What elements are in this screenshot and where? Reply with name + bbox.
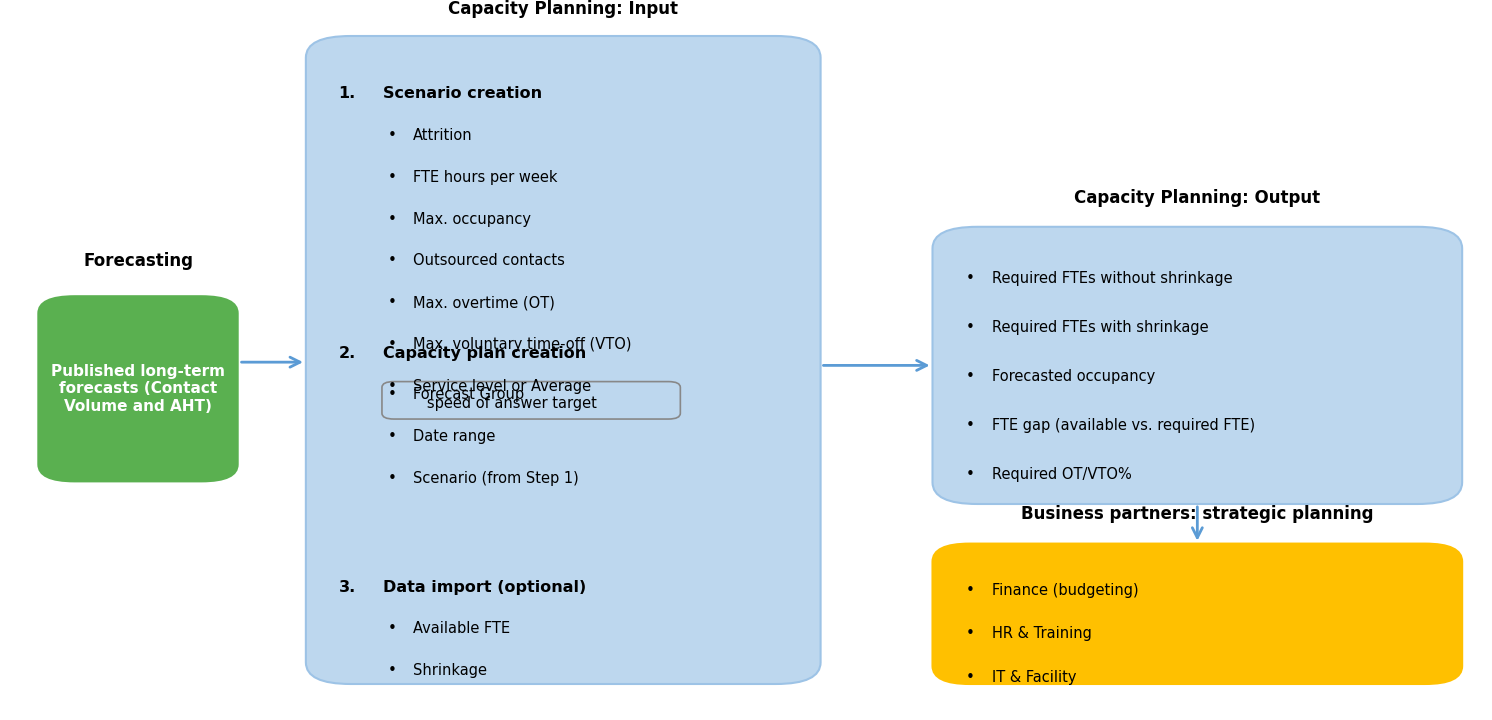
Text: •: •	[965, 583, 974, 598]
Text: •: •	[388, 128, 397, 143]
Text: Shrinkage: Shrinkage	[413, 663, 488, 678]
Text: Data import (optional): Data import (optional)	[383, 580, 586, 595]
Text: •: •	[388, 253, 397, 269]
Text: Finance (budgeting): Finance (budgeting)	[992, 583, 1138, 598]
Text: IT & Facility: IT & Facility	[992, 670, 1077, 685]
Text: Published long-term
forecasts (Contact
Volume and AHT): Published long-term forecasts (Contact V…	[51, 364, 225, 414]
Text: •: •	[388, 621, 397, 636]
Text: HR & Training: HR & Training	[992, 626, 1092, 642]
FancyBboxPatch shape	[37, 295, 239, 482]
FancyBboxPatch shape	[306, 36, 821, 684]
Text: Date range: Date range	[413, 429, 495, 444]
Text: Attrition: Attrition	[413, 128, 473, 143]
Text: Available FTE: Available FTE	[413, 621, 510, 636]
FancyBboxPatch shape	[932, 544, 1462, 684]
Text: Required FTEs with shrinkage: Required FTEs with shrinkage	[992, 320, 1209, 336]
Text: Capacity Planning: Output: Capacity Planning: Output	[1074, 189, 1320, 207]
Text: 2.: 2.	[339, 346, 357, 361]
Text: •: •	[388, 429, 397, 444]
Text: Outsourced contacts: Outsourced contacts	[413, 253, 565, 269]
Text: •: •	[965, 467, 974, 482]
Text: Forecast Group: Forecast Group	[413, 387, 524, 402]
Text: •: •	[388, 337, 397, 352]
Text: •: •	[965, 626, 974, 642]
Text: •: •	[388, 295, 397, 310]
Text: Service level or Average
   speed of answer target: Service level or Average speed of answer…	[413, 379, 597, 411]
Text: Forecasting: Forecasting	[84, 252, 192, 270]
Text: •: •	[388, 212, 397, 227]
Text: Required FTEs without shrinkage: Required FTEs without shrinkage	[992, 271, 1232, 287]
Text: •: •	[965, 320, 974, 336]
Text: Scenario creation: Scenario creation	[383, 86, 543, 102]
Text: 3.: 3.	[339, 580, 357, 595]
Text: Business partners: strategic planning: Business partners: strategic planning	[1021, 505, 1374, 523]
FancyBboxPatch shape	[382, 382, 680, 419]
Text: •: •	[388, 387, 397, 402]
Text: Max. voluntary time-off (VTO): Max. voluntary time-off (VTO)	[413, 337, 631, 352]
Text: Scenario (from Step 1): Scenario (from Step 1)	[413, 471, 579, 486]
Text: Forecasted occupancy: Forecasted occupancy	[992, 369, 1155, 384]
Text: FTE hours per week: FTE hours per week	[413, 170, 558, 185]
Text: •: •	[388, 663, 397, 678]
Text: Capacity Planning: Input: Capacity Planning: Input	[448, 0, 679, 18]
Text: •: •	[965, 271, 974, 287]
FancyBboxPatch shape	[932, 227, 1462, 504]
Text: 1.: 1.	[339, 86, 357, 102]
Text: Max. occupancy: Max. occupancy	[413, 212, 531, 227]
Text: •: •	[388, 170, 397, 185]
Text: •: •	[965, 670, 974, 685]
Text: FTE gap (available vs. required FTE): FTE gap (available vs. required FTE)	[992, 418, 1255, 433]
Text: •: •	[965, 369, 974, 384]
Text: •: •	[388, 471, 397, 486]
Text: Required OT/VTO%: Required OT/VTO%	[992, 467, 1132, 482]
Text: •: •	[388, 379, 397, 394]
Text: Capacity plan creation: Capacity plan creation	[383, 346, 586, 361]
Text: Max. overtime (OT): Max. overtime (OT)	[413, 295, 555, 310]
Text: •: •	[965, 418, 974, 433]
